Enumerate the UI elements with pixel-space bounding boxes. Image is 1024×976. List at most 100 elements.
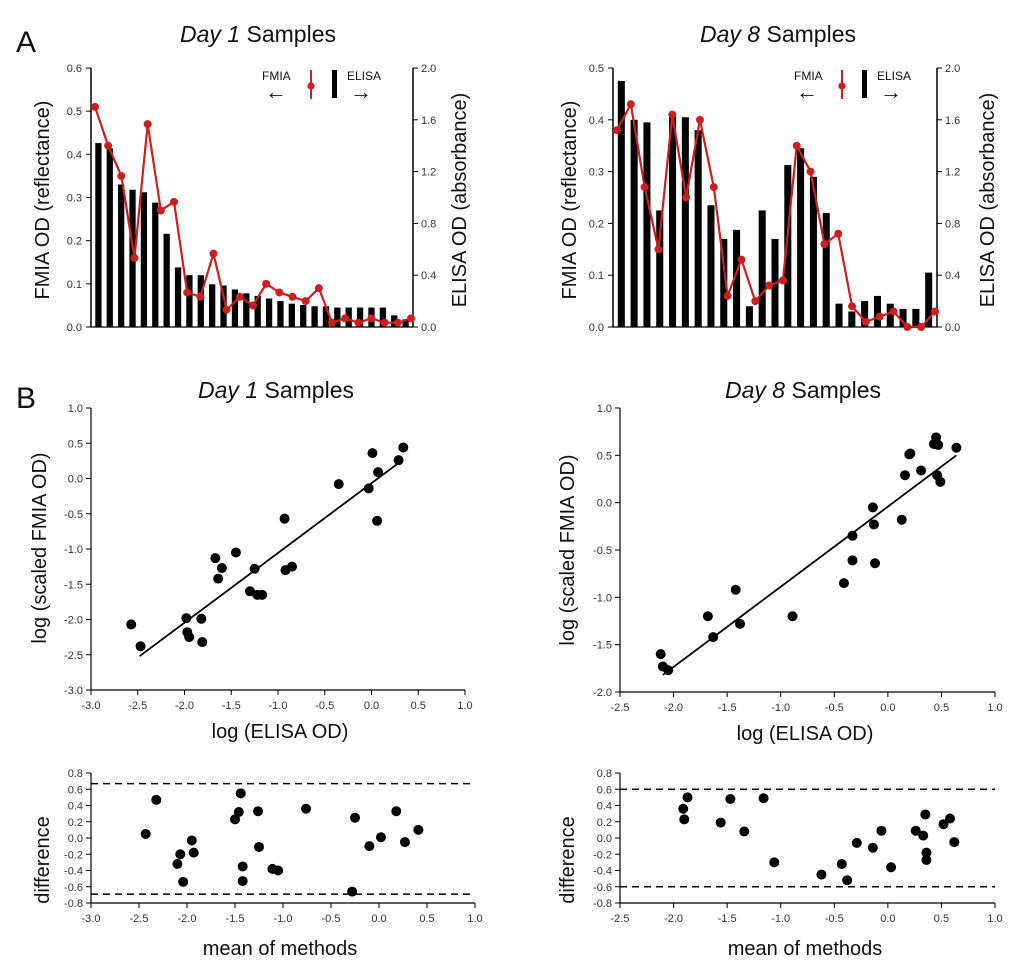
x-tick-label: 0.5 <box>934 913 949 925</box>
legend-elisa-label: ELISA <box>877 69 911 83</box>
bar <box>209 284 216 327</box>
chart-a1-title: Day 1 Samples <box>180 21 336 47</box>
bar <box>140 192 148 327</box>
data-point <box>287 561 298 572</box>
bar <box>835 303 843 327</box>
data-point <box>196 613 207 624</box>
data-point <box>896 514 907 525</box>
bar <box>174 267 182 327</box>
fmia-point <box>354 318 363 327</box>
data-point <box>916 465 927 476</box>
x-tick-label: -2.0 <box>178 913 197 925</box>
fmia-point <box>668 110 677 119</box>
chart-b1-ylabel: log (scaled FMIA OD) <box>29 452 51 643</box>
chart-b1-title: Day 1 Samples <box>198 377 354 403</box>
y-tick-label: 0.5 <box>589 63 604 75</box>
data-point <box>708 632 719 643</box>
data-point <box>905 448 916 459</box>
y2-tick-label: 0.8 <box>421 218 436 230</box>
bar <box>694 130 702 327</box>
fmia-point <box>931 307 939 316</box>
x-tick-label: 1.0 <box>467 913 482 925</box>
y-tick-label: -3.0 <box>64 685 83 697</box>
data-point <box>769 857 780 868</box>
bar <box>681 117 689 328</box>
x-tick-label: 0.5 <box>934 702 949 714</box>
bar <box>809 176 817 327</box>
chart-b1-plot: -3.0 -2.5 -2.0 -1.5 -1.0 -0.5 0.0 0.5 1.0 -3.0 -2.… <box>64 403 473 712</box>
y-tick-label: -2.5 <box>64 650 83 662</box>
x-tick-label: 1.0 <box>987 702 1002 714</box>
chart-a8-legend: FMIA ← ELISA → <box>794 69 911 104</box>
data-point <box>181 613 192 624</box>
chart-c8-plot: -0.8 -0.6 -0.4 -0.2 0.0 0.2 0.4 0.6 0.8 -2.5 -2.0 -… <box>593 768 1003 925</box>
fmia-point <box>765 281 774 290</box>
data-point <box>273 865 284 876</box>
x-tick-label: -0.5 <box>322 913 341 925</box>
data-point <box>816 869 827 880</box>
y2-tick-label: 0.4 <box>945 270 960 282</box>
fmia-point <box>143 120 152 129</box>
y-tick-label: 0.0 <box>67 322 82 334</box>
data-point <box>702 611 713 622</box>
data-point <box>372 515 383 526</box>
legend-fmia-marker <box>307 82 315 90</box>
x-tick-label: -3.0 <box>82 913 101 925</box>
x-tick-label: -2.5 <box>130 913 149 925</box>
x-tick-label: -1.5 <box>718 913 737 925</box>
bar <box>912 308 920 327</box>
data-point <box>920 809 931 820</box>
y-tick-label: 0.0 <box>68 833 83 845</box>
y-tick-label: 0.4 <box>68 801 83 813</box>
chart-a1-plot: 0.0 0.1 0.2 0.3 0.4 0.5 0.6 0.0 0.4 0.8 1.2 1.6 2.0 <box>67 63 437 334</box>
fmia-point <box>626 100 635 109</box>
x-tick-label: -2.0 <box>175 700 194 712</box>
y-tick-label: -0.2 <box>593 849 612 861</box>
y2-tick-label: 1.6 <box>945 115 960 127</box>
y-tick-label: 0.6 <box>68 784 83 796</box>
legend-elisa-swatch <box>862 70 867 98</box>
y-tick-label: -2.0 <box>593 687 612 699</box>
fmia-point <box>196 292 205 301</box>
y-tick-label: -0.4 <box>593 866 612 878</box>
bar <box>745 306 753 327</box>
bar <box>356 307 364 327</box>
data-point <box>945 813 955 824</box>
data-point <box>921 847 932 858</box>
y-tick-label: -1.0 <box>593 592 612 604</box>
y-tick-label: 0.0 <box>589 322 604 334</box>
bar <box>656 210 664 327</box>
fmia-point <box>806 167 815 176</box>
x-tick-label: -1.0 <box>771 702 790 714</box>
x-tick-label: -2.0 <box>664 702 683 714</box>
data-point <box>235 788 246 799</box>
data-point <box>868 519 879 530</box>
fmia-point <box>104 141 113 150</box>
data-point <box>938 819 949 830</box>
fmia-point <box>222 305 231 314</box>
x-tick-label: -1.5 <box>226 913 245 925</box>
panel-label-b: B <box>16 382 36 415</box>
legend-fmia-marker <box>838 82 846 90</box>
x-tick-label: 1.0 <box>987 913 1002 925</box>
fmia-point <box>117 171 126 180</box>
y-tick-label: 0.4 <box>589 115 604 127</box>
panel-label-a: A <box>16 26 36 59</box>
data-point <box>375 832 386 843</box>
bar <box>873 295 881 327</box>
bar <box>925 272 933 327</box>
fmia-point <box>393 318 402 327</box>
bar <box>643 122 651 327</box>
y-tick-label: 0.2 <box>597 817 612 829</box>
data-point <box>373 467 384 478</box>
bar <box>886 303 894 327</box>
x-tick-label: -1.0 <box>274 913 293 925</box>
y-tick-label: 0.4 <box>597 801 612 813</box>
data-point <box>735 618 745 629</box>
fmia-point <box>834 229 843 238</box>
legend-arrow-right: → <box>350 79 372 104</box>
chart-c1-plot: -0.8 -0.6 -0.4 -0.2 0.0 0.2 0.4 0.6 0.8 -3.0 -2.5 -… <box>64 768 483 925</box>
fmia-point <box>917 323 926 331</box>
bar <box>784 165 792 327</box>
